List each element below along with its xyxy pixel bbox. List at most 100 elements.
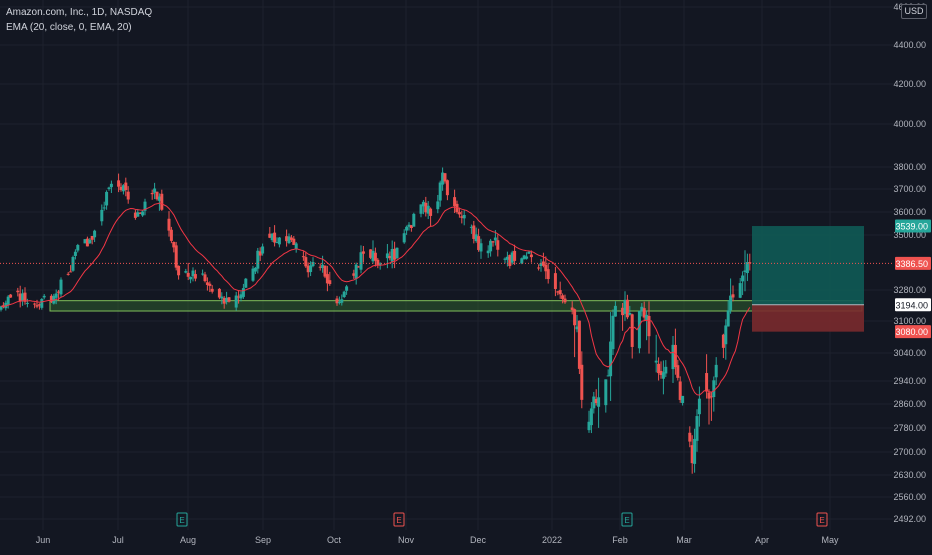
candle-body [745,262,749,274]
candle-body [390,248,394,262]
candle-body [681,395,685,403]
price-axis[interactable]: 4600.004400.004200.004000.003800.003700.… [893,0,932,550]
candle-body [342,291,346,298]
currency-button[interactable]: USD [901,4,927,19]
candle-body [186,272,190,277]
candle-body [0,306,3,310]
candle-body [124,182,128,191]
candle-body [525,256,529,259]
earnings-marker-box [393,512,405,527]
candle-body [405,226,409,231]
candle-body [436,201,440,210]
candle-body [107,187,111,189]
price-label-target: 3539.00 [895,222,928,232]
price-labels: 3539.00 3386.50 3194.00 3080.00 [895,219,931,339]
candle-body [261,246,265,254]
candle-body [169,229,173,241]
candle-body [133,212,137,218]
candle-body [241,288,245,297]
candle-body [49,295,53,302]
candle-body [345,286,349,291]
candle-body [234,295,238,308]
candle-body [726,310,730,327]
drawing-zones[interactable] [49,226,864,332]
candle-body [174,245,178,268]
candle-body [429,208,433,216]
candle-body [505,256,509,260]
earnings-marker[interactable]: E [621,512,633,527]
support-zone [49,300,863,312]
price-label-last: 3386.50 [895,259,928,269]
earnings-marker-box [621,512,633,527]
candle-body [256,250,260,269]
candle-body [558,290,562,295]
candle-body [318,266,322,268]
candle-body [73,251,77,256]
price-tick-label: 2492.00 [893,514,926,524]
earnings-marker[interactable]: E [393,512,405,527]
price-tick-label: 3600.00 [893,207,926,217]
candle-body [376,259,380,265]
candle-body [412,213,416,227]
candle-body [239,294,243,299]
candle-body [136,212,140,217]
candle-body [426,205,430,214]
candle-body [402,233,406,243]
time-axis[interactable]: Jun Jul Aug Sep Oct Nov Dec 2022 Feb Mar Apr May [0,530,893,550]
candle-body [237,296,241,298]
candle-body [496,240,500,250]
candle-body [222,297,226,304]
candle-body [354,264,358,279]
candle-body [592,396,596,409]
candle-body [83,239,87,244]
candle-body [743,270,747,272]
candle-body [119,186,123,191]
candle-body [359,252,363,270]
candle-body [438,182,442,201]
time-tick-label: Aug [180,535,196,545]
earnings-marker[interactable]: E [176,512,188,527]
candle-body [337,302,341,304]
price-label-stop-box [895,325,931,339]
candle-body [141,211,145,216]
candle-body [570,307,574,310]
candle-body [477,236,481,250]
candle-body [40,299,44,308]
candle-body [462,214,466,219]
candle-body [88,239,92,244]
long-position-loss-zone [752,304,864,332]
candle-body [539,263,543,266]
candle-body [21,293,25,301]
candle-body [645,314,649,321]
candle-body [66,273,70,275]
candle-body [203,274,207,282]
candle-body [707,392,711,399]
candle-body [153,188,157,193]
candle-body [597,397,601,407]
candle-body [640,306,644,312]
candle-body [109,183,113,188]
earnings-marker-box [816,512,828,527]
price-tick-label: 3280.00 [893,285,926,295]
candle-body [409,225,413,229]
candle-body [424,202,428,213]
candle-body [556,291,560,293]
candle-body [143,201,147,211]
candle-body [721,334,725,348]
candle-body [479,243,483,252]
price-tick-label: 3700.00 [893,184,926,194]
candle-body [460,216,464,218]
price-tick-label: 3100.00 [893,316,926,326]
price-tick-label: 4400.00 [893,40,926,50]
candle-body [561,295,565,299]
candle-body [469,226,473,228]
candle-body [748,262,752,264]
candle-body [352,273,356,276]
candle-body [580,364,584,400]
candle-body [647,315,651,337]
candle-body [270,233,274,241]
earnings-marker[interactable]: E [816,512,828,527]
